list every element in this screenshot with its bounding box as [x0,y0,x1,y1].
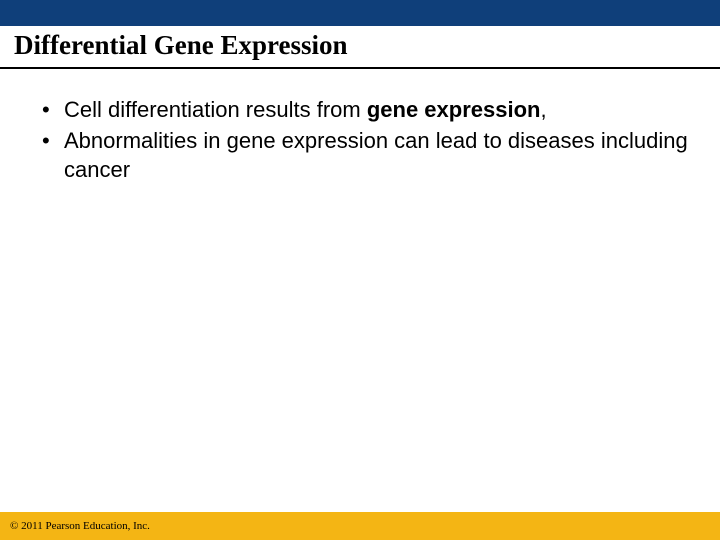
list-item: Abnormalities in gene expression can lea… [30,126,690,184]
list-item: Cell differentiation results from gene e… [30,95,690,124]
bullet-list: Cell differentiation results from gene e… [30,95,690,184]
body-content: Cell differentiation results from gene e… [0,69,720,184]
bullet-suffix: , [540,97,546,122]
slide-title: Differential Gene Expression [14,30,706,61]
bullet-bold: gene expression [367,97,541,122]
title-block: Differential Gene Expression [0,26,720,69]
copyright-text: © 2011 Pearson Education, Inc. [10,520,150,532]
footer-bar: © 2011 Pearson Education, Inc. [0,512,720,540]
header-bar [0,0,720,26]
bullet-prefix: Abnormalities in gene expression can lea… [64,128,688,182]
bullet-prefix: Cell differentiation results from [64,97,367,122]
